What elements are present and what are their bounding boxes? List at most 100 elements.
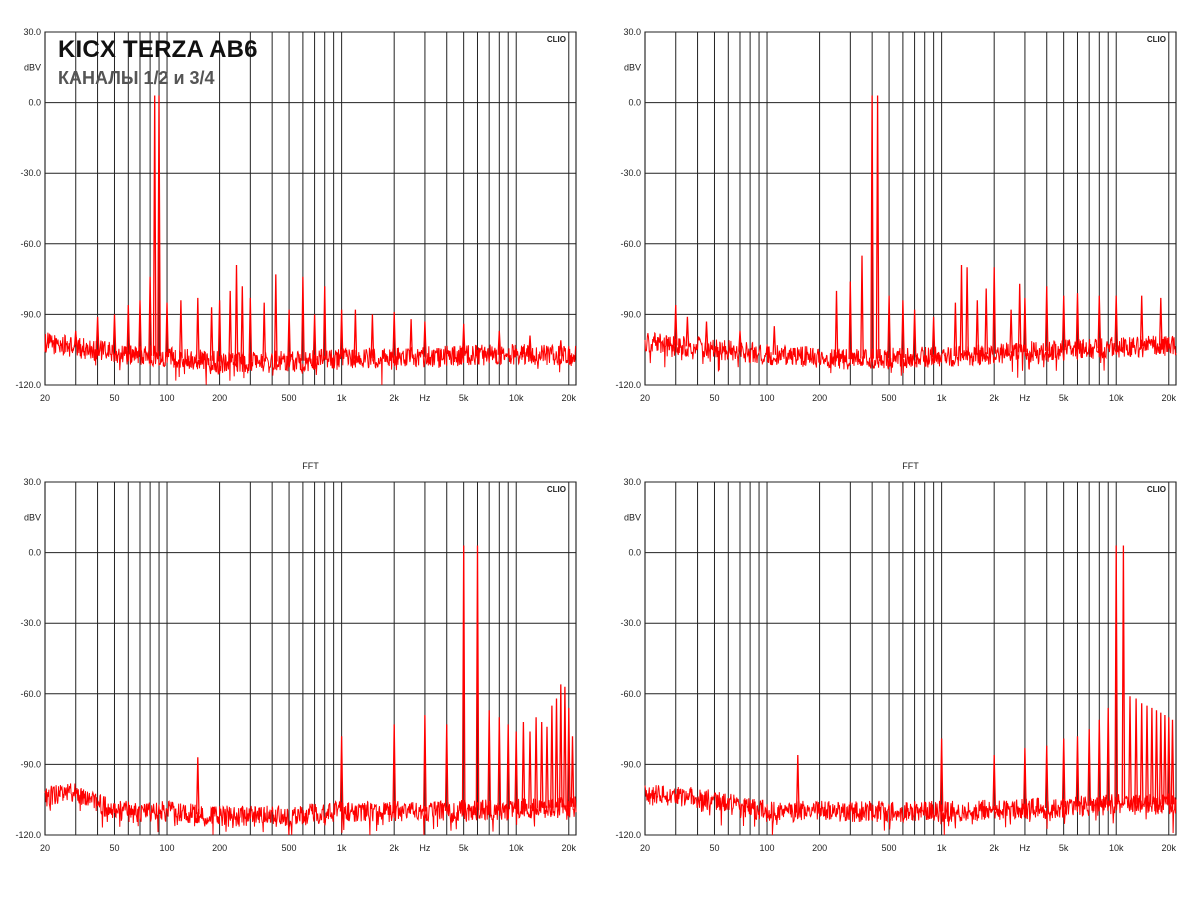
x-tick-label: 2k — [989, 843, 999, 853]
x-tick-label: Hz — [1019, 393, 1030, 403]
peak-mark — [870, 95, 874, 359]
peaks — [795, 545, 1175, 812]
peak-mark — [273, 274, 278, 362]
peak-mark — [1061, 738, 1066, 808]
peak-mark — [704, 321, 709, 349]
peak-mark — [931, 316, 936, 358]
y-tick-label: -30.0 — [20, 618, 41, 628]
x-tick-label: 100 — [160, 393, 175, 403]
y-tick-label: -90.0 — [620, 759, 641, 769]
peak-mark — [95, 316, 100, 351]
peaks — [673, 95, 1163, 360]
y-tick-label: -60.0 — [620, 689, 641, 699]
y-tick-label: 0.0 — [628, 98, 641, 108]
peak-mark — [339, 736, 344, 812]
peak-mark — [392, 724, 397, 812]
peak-mark — [217, 300, 222, 362]
chart-panel-4: 30.0 0.0 -30.0 -60.0 -90.0 -120.0 dBV 20 50 100 20… — [615, 461, 1176, 853]
y-tick-label: -120.0 — [15, 830, 41, 840]
peak-mark — [848, 281, 853, 360]
peak-mark — [1023, 297, 1027, 353]
x-tick-label: 20k — [562, 393, 577, 403]
peak-mark — [1009, 309, 1013, 353]
y-tick-label: -30.0 — [20, 168, 41, 178]
peak-mark — [322, 286, 327, 360]
peak-mark — [138, 300, 142, 356]
y-tick-label: -30.0 — [620, 618, 641, 628]
y-tick-label: -90.0 — [20, 759, 41, 769]
peak-mark — [126, 304, 131, 355]
page-subtitle: КАНАЛЫ 1/2 и 3/4 — [58, 68, 215, 88]
peak-mark — [1097, 295, 1102, 349]
x-tick-label: 20 — [640, 393, 650, 403]
peak-mark — [558, 340, 563, 357]
peak-mark — [475, 545, 480, 811]
peak-mark — [370, 314, 375, 359]
chart-title: FFT — [302, 461, 319, 471]
x-tick-label: 500 — [882, 393, 897, 403]
y-tick-label: -60.0 — [620, 239, 641, 249]
x-tick-label: 2k — [389, 393, 399, 403]
peak-mark — [1075, 736, 1080, 807]
noise-trace — [44, 332, 577, 385]
plot-area — [644, 31, 1177, 386]
x-tick-label: 2k — [389, 843, 399, 853]
x-tick-label: 200 — [812, 393, 827, 403]
y-tick-label: -120.0 — [615, 830, 641, 840]
peak-mark — [685, 316, 690, 347]
peak-mark — [1139, 295, 1144, 347]
x-tick-label: 5k — [459, 843, 469, 853]
x-tick-label: 500 — [282, 843, 297, 853]
peak-mark — [240, 286, 245, 362]
peak-mark — [534, 717, 538, 809]
peak-mark — [566, 707, 571, 808]
peak-mark — [563, 686, 567, 808]
x-tick-label: 200 — [212, 843, 227, 853]
x-tick-label: 500 — [882, 843, 897, 853]
peak-mark — [209, 307, 214, 361]
x-tick-label: 10k — [1109, 393, 1124, 403]
peak-mark — [834, 290, 839, 359]
grid — [45, 31, 576, 386]
peak-mark — [497, 717, 502, 810]
x-tick-label: 20k — [1162, 843, 1177, 853]
y-tick-label: 30.0 — [23, 477, 41, 487]
peak-mark — [1061, 295, 1066, 351]
x-tick-label: 20k — [1162, 393, 1177, 403]
peak-mark — [545, 726, 549, 808]
plot-area — [44, 31, 577, 386]
peak-mark — [248, 297, 253, 362]
x-tick-label: 50 — [109, 843, 119, 853]
clio-watermark: CLIO — [547, 35, 566, 44]
peak-mark — [1163, 714, 1167, 805]
y-tick-label: -60.0 — [20, 239, 41, 249]
x-tick-label: 5k — [1059, 843, 1069, 853]
peak-mark — [157, 95, 161, 357]
peak-mark — [262, 302, 267, 362]
peak-mark — [992, 754, 997, 811]
peak-mark — [1145, 705, 1149, 805]
x-tick-label: 20 — [40, 843, 50, 853]
peak-mark — [152, 95, 157, 357]
peak-mark — [965, 267, 969, 356]
peak-mark — [673, 304, 678, 346]
peak-mark — [539, 721, 544, 809]
page-title: KICX TERZA AB6 — [58, 36, 258, 63]
peak-mark — [875, 95, 880, 359]
peak-mark — [975, 300, 980, 355]
y-tick-label: 0.0 — [28, 548, 41, 558]
peak-mark — [1121, 545, 1126, 805]
x-tick-label: 2k — [989, 393, 999, 403]
peak-mark — [887, 295, 891, 359]
peak-mark — [1023, 747, 1027, 810]
x-tick-label: 5k — [459, 393, 469, 403]
peak-mark — [992, 267, 997, 354]
peak-mark — [1158, 297, 1163, 346]
peak-mark — [1044, 286, 1049, 351]
y-tick-label: -90.0 — [620, 309, 641, 319]
peak-mark — [1170, 719, 1175, 805]
peak-mark — [165, 302, 169, 357]
x-tick-label: 200 — [212, 393, 227, 403]
peak-mark — [795, 754, 800, 812]
x-tick-label: Hz — [1019, 843, 1030, 853]
